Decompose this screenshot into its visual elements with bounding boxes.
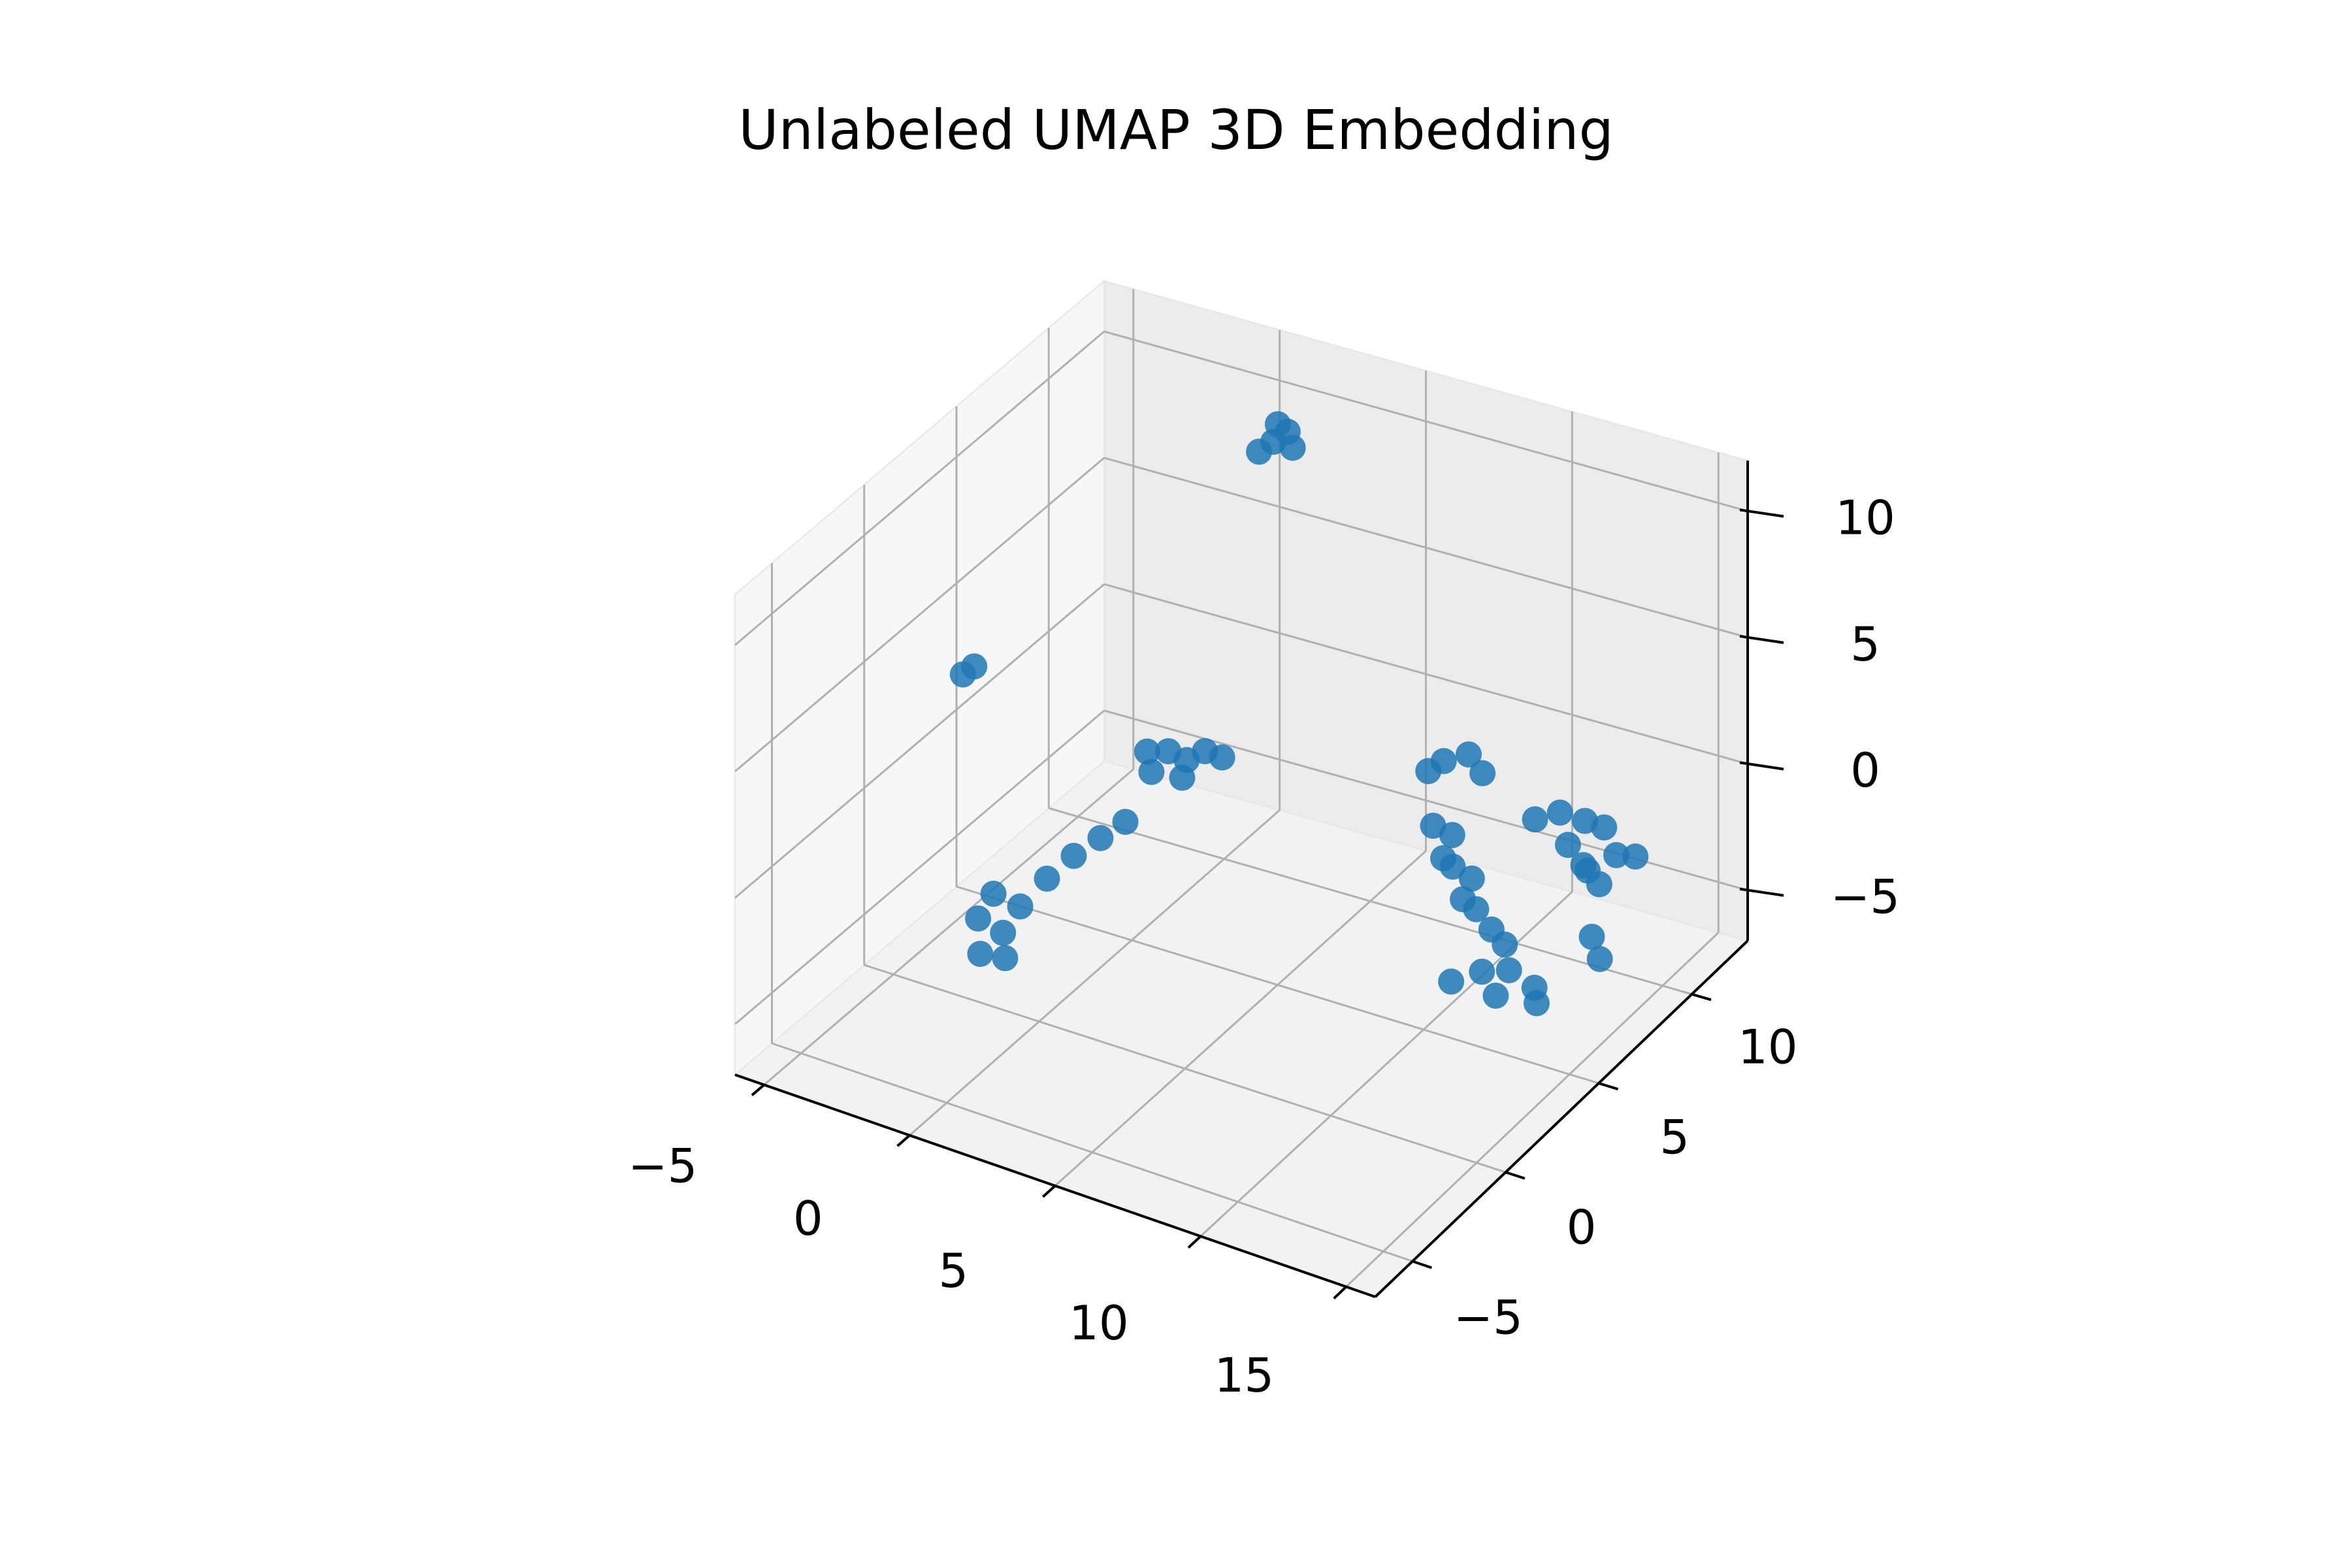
x-tick-mark bbox=[1333, 1286, 1347, 1299]
data-point bbox=[990, 919, 1017, 946]
x-tick-label: −5 bbox=[628, 1139, 697, 1194]
data-point bbox=[1469, 958, 1495, 985]
x-tick-mark bbox=[1187, 1235, 1202, 1249]
data-point bbox=[1482, 982, 1509, 1009]
y-axis-line bbox=[1374, 939, 1749, 1298]
data-point bbox=[1495, 957, 1522, 984]
y-tick-label: 10 bbox=[1738, 1020, 1798, 1075]
data-point bbox=[1034, 865, 1060, 892]
data-point bbox=[1060, 843, 1087, 870]
data-point bbox=[1439, 822, 1465, 849]
y-tick-label: −5 bbox=[1454, 1290, 1523, 1345]
x-tick-label: 5 bbox=[938, 1243, 968, 1298]
z-grid-back bbox=[1103, 583, 1748, 765]
data-point bbox=[967, 941, 994, 968]
z-tick-label: 10 bbox=[1835, 490, 1895, 545]
data-point bbox=[1522, 806, 1548, 833]
data-point bbox=[1570, 852, 1597, 879]
data-point bbox=[1578, 923, 1605, 950]
z-grid-left bbox=[734, 583, 1105, 899]
y-grid-floor bbox=[1048, 807, 1692, 996]
x-grid-floor bbox=[763, 768, 1134, 1086]
x-grid-floor bbox=[1054, 850, 1427, 1187]
data-point bbox=[1429, 845, 1456, 872]
x-tick-mark bbox=[1041, 1184, 1056, 1198]
data-point bbox=[1134, 738, 1160, 765]
z-tick-mark bbox=[1739, 634, 1784, 644]
y-tick-label: 0 bbox=[1567, 1200, 1597, 1255]
y-tick-mark bbox=[1505, 1171, 1526, 1180]
data-point bbox=[1438, 968, 1465, 995]
data-point bbox=[1546, 799, 1573, 826]
data-point bbox=[1586, 945, 1613, 972]
data-point bbox=[1455, 741, 1482, 768]
z-tick-label: −5 bbox=[1831, 870, 1900, 924]
x-tick-label: 15 bbox=[1215, 1348, 1275, 1403]
z-grid-back bbox=[1103, 457, 1748, 639]
y-grid-floor bbox=[772, 1042, 1413, 1262]
data-point bbox=[1209, 744, 1235, 771]
z-grid-left bbox=[734, 710, 1105, 1025]
left-wall-pane bbox=[734, 279, 1105, 1077]
scatter-points bbox=[949, 411, 1649, 1017]
y-tick-label: 5 bbox=[1659, 1110, 1690, 1165]
z-tick-label: 5 bbox=[1850, 617, 1880, 672]
data-point bbox=[1586, 871, 1612, 898]
z-tick-mark bbox=[1739, 887, 1784, 897]
y-grid-floor bbox=[956, 885, 1599, 1085]
x-grid-floor bbox=[1345, 932, 1720, 1288]
data-point bbox=[1450, 886, 1477, 913]
data-point bbox=[961, 653, 988, 680]
z-tick-mark bbox=[1739, 508, 1784, 518]
x-tick-mark bbox=[896, 1134, 911, 1147]
data-point bbox=[1279, 434, 1306, 461]
data-point bbox=[1458, 865, 1485, 892]
z-tick-mark bbox=[1739, 761, 1784, 771]
data-point bbox=[1523, 990, 1550, 1017]
y-grid-floor bbox=[864, 964, 1506, 1173]
data-point bbox=[965, 905, 992, 932]
y-tick-mark bbox=[1691, 992, 1712, 1002]
data-point bbox=[1169, 764, 1196, 791]
data-point bbox=[980, 880, 1007, 907]
y-tick-mark bbox=[1412, 1260, 1433, 1269]
tick-marks: −5 0 5 10 15 −5 0 5 10 −5 0 5 10 bbox=[628, 490, 1900, 1403]
x-tick-label: 10 bbox=[1069, 1296, 1129, 1350]
data-point bbox=[1622, 843, 1649, 870]
data-point bbox=[1112, 808, 1139, 835]
data-point bbox=[1415, 758, 1442, 785]
data-point bbox=[1264, 411, 1291, 438]
data-point bbox=[1603, 841, 1629, 868]
x-grid-floor bbox=[909, 809, 1281, 1136]
z-grid-back bbox=[1103, 330, 1748, 512]
data-point bbox=[992, 945, 1019, 972]
data-point bbox=[1138, 759, 1165, 785]
y-tick-mark bbox=[1598, 1082, 1619, 1090]
x-tick-label: 0 bbox=[793, 1191, 823, 1246]
z-grid-left bbox=[734, 457, 1105, 772]
data-point bbox=[1087, 825, 1114, 851]
axis-panes bbox=[734, 279, 1749, 1298]
data-point bbox=[1591, 814, 1618, 841]
data-point bbox=[1554, 832, 1581, 858]
z-grid-left bbox=[734, 331, 1105, 646]
data-point bbox=[1492, 931, 1518, 958]
x-tick-mark bbox=[751, 1083, 765, 1096]
chart-title: Unlabeled UMAP 3D Embedding bbox=[738, 98, 1614, 162]
data-point bbox=[1469, 760, 1496, 787]
data-point bbox=[1007, 893, 1034, 920]
z-tick-label: 0 bbox=[1850, 743, 1880, 798]
data-point bbox=[1246, 438, 1273, 465]
